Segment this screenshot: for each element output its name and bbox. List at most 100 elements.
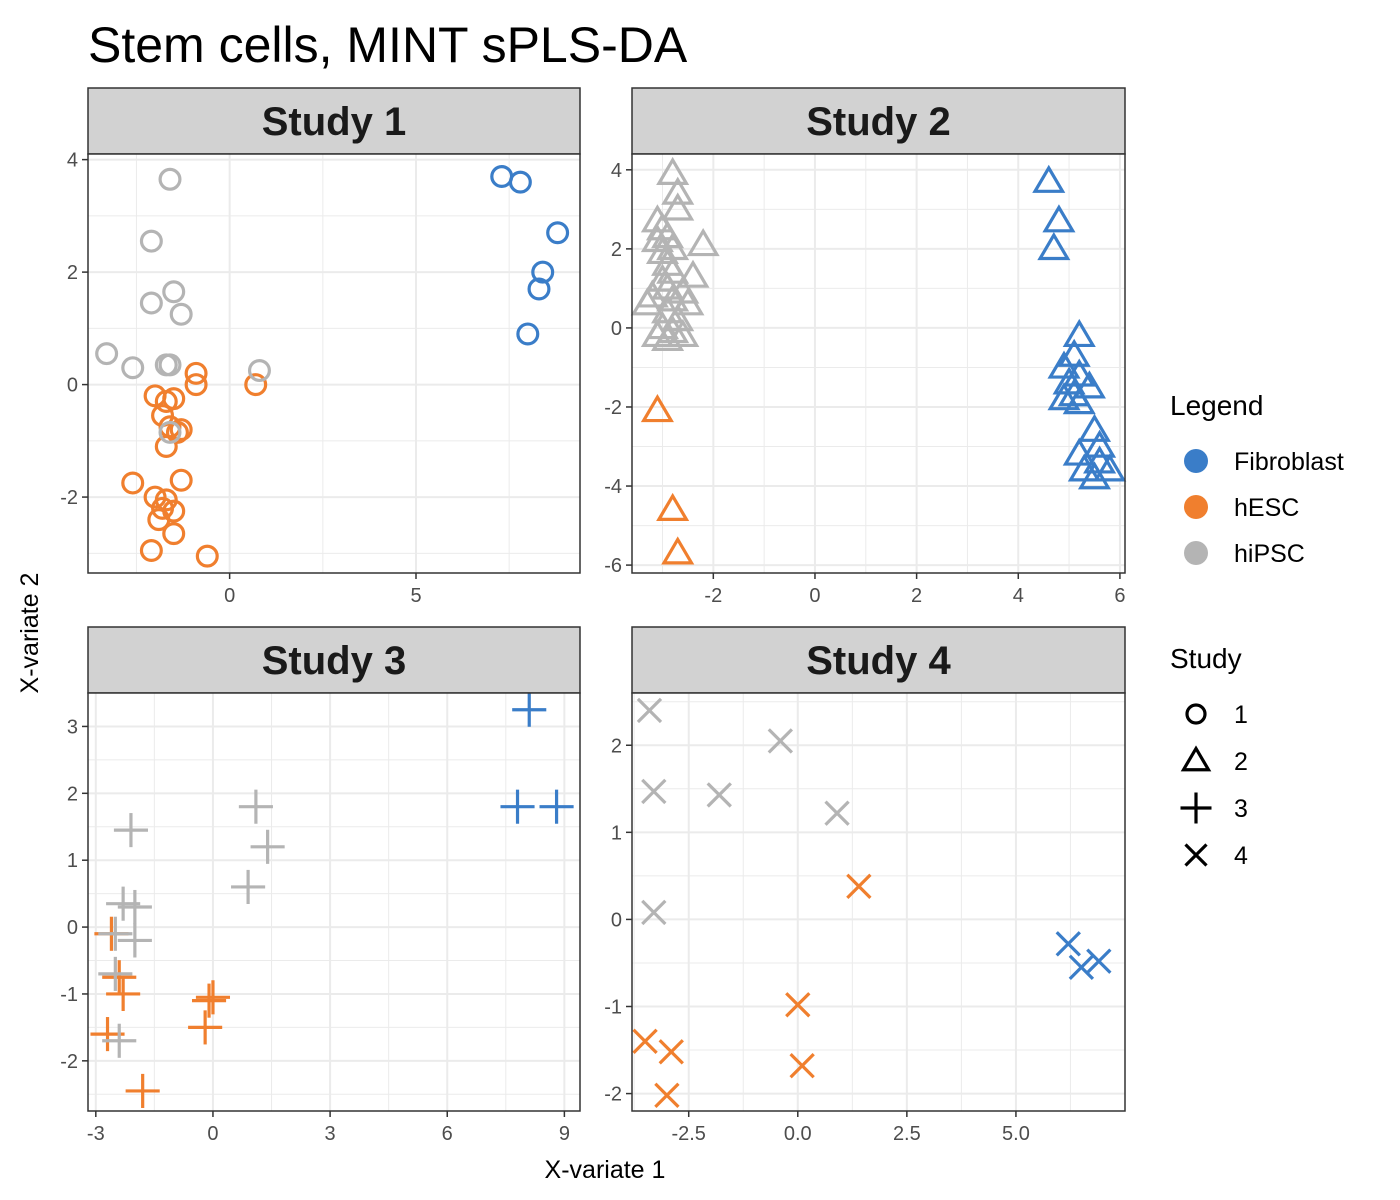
point-fibroblast: [546, 221, 570, 245]
legend-shape-triangle: [1180, 745, 1212, 772]
point-fibroblast: [539, 789, 574, 824]
x-tick-label: 9: [559, 1123, 570, 1145]
point-hipsc: [121, 356, 145, 380]
point-hipsc: [630, 287, 664, 316]
point-fibroblast: [531, 260, 555, 284]
x-tick-label: 6: [442, 1123, 453, 1145]
legends: Legend Fibroblast hESC hiPSC Study 1 2 3 4: [1170, 390, 1344, 870]
shape-legend: Study 1 2 3 4: [1170, 643, 1248, 870]
point-fibroblast: [516, 322, 540, 346]
point-hipsc: [676, 259, 710, 288]
point-hesc: [165, 420, 189, 444]
shape-legend-title: Study: [1170, 643, 1242, 674]
point-hipsc: [139, 229, 163, 253]
x-tick-label: 0: [224, 585, 235, 607]
point-hipsc: [824, 800, 850, 826]
point-fibroblast: [512, 692, 547, 727]
point-hesc: [154, 434, 178, 458]
panel-plot-area: [632, 154, 1125, 573]
point-hesc: [147, 508, 171, 532]
panel-title: Study 4: [806, 639, 951, 683]
panel-strip: [87, 87, 581, 155]
point-hipsc: [247, 359, 271, 383]
point-fibroblast: [508, 170, 532, 194]
legend-label-study-3: 3: [1234, 795, 1248, 823]
point-hesc: [169, 418, 193, 442]
point-hipsc: [666, 318, 700, 348]
panel-study-2: Study 2 -2 0 2 4 6 -6 -4 -2 0 2 4: [604, 87, 1127, 607]
point-hipsc: [636, 697, 663, 724]
y-tick-label: 2: [67, 262, 78, 284]
point-hipsc: [651, 322, 685, 352]
point-hipsc: [250, 829, 285, 864]
panel-frame: [87, 692, 581, 1112]
point-hipsc: [641, 899, 667, 926]
chart-title: Stem cells, MINT sPLS-DA: [88, 17, 688, 73]
y-tick-label: 0: [611, 909, 622, 931]
point-hipsc: [102, 1023, 137, 1058]
point-hesc: [184, 373, 208, 397]
point-fibroblast: [1037, 231, 1071, 261]
point-hesc: [640, 394, 674, 423]
y-tick-label: 0: [67, 917, 78, 939]
y-tick-label: 2: [611, 735, 622, 757]
y-axis-label: X-variate 2: [16, 573, 44, 694]
point-hesc: [632, 1028, 658, 1055]
point-fibroblast: [1042, 204, 1076, 233]
legend-swatch-hesc: [1184, 495, 1208, 519]
axes: -3 0 3 6 9 -2 -1 0 1 2 3: [60, 716, 570, 1145]
point-hesc: [846, 873, 872, 900]
point-hesc: [195, 980, 231, 1015]
x-tick-label: 6: [1114, 585, 1125, 607]
y-tick-label: -1: [604, 997, 622, 1019]
point-hesc: [654, 1082, 680, 1109]
data-points: [90, 692, 574, 1108]
x-tick-label: 5.0: [1002, 1123, 1030, 1145]
legend-shape-cross: [1184, 843, 1208, 867]
point-hesc: [121, 471, 145, 495]
point-hipsc: [95, 342, 119, 366]
panel-title: Study 2: [806, 100, 950, 144]
point-hipsc: [158, 420, 182, 444]
point-hesc: [195, 544, 219, 568]
point-hesc: [191, 983, 227, 1018]
gridlines: [88, 154, 580, 573]
point-fibroblast: [1055, 931, 1081, 957]
point-hesc: [106, 976, 141, 1012]
legend-shape-circle: [1185, 703, 1207, 725]
point-hipsc: [169, 302, 193, 326]
point-hesc: [188, 1010, 223, 1045]
point-hesc: [143, 485, 167, 509]
data-points: [632, 697, 1112, 1109]
panel-strip: [631, 87, 1126, 155]
y-tick-label: -2: [604, 397, 622, 419]
point-hipsc: [113, 813, 149, 848]
y-tick-label: -2: [604, 1084, 622, 1106]
point-fibroblast: [1072, 370, 1106, 399]
point-hipsc: [98, 916, 133, 951]
point-fibroblast: [1093, 453, 1127, 482]
point-fibroblast: [1062, 318, 1096, 348]
point-hipsc: [158, 167, 182, 191]
legend-label-study-4: 4: [1234, 842, 1248, 870]
point-hipsc: [671, 287, 705, 316]
data-points: [630, 156, 1127, 565]
panel-plot-area: [632, 693, 1125, 1111]
y-tick-label: -4: [604, 476, 622, 498]
point-hipsc: [661, 176, 695, 205]
y-tick-label: -2: [60, 1051, 78, 1073]
legend-swatch-fibroblast: [1184, 449, 1208, 473]
axes: -2.5 0.0 2.5 5.0 -2 -1 0 1 2: [604, 735, 1030, 1145]
point-hesc: [151, 496, 175, 520]
panel-frame: [631, 692, 1126, 1112]
x-axis-label: X-variate 1: [545, 1156, 666, 1184]
point-hesc: [139, 539, 163, 563]
legend-label-hipsc: hiPSC: [1234, 540, 1305, 568]
y-tick-label: -6: [604, 555, 622, 577]
x-tick-label: 0: [809, 585, 820, 607]
panel-study-4: Study 4 -2.5 0.0 2.5 5.0 -2 -1 0 1 2: [604, 626, 1126, 1145]
y-tick-label: 4: [611, 160, 622, 182]
y-tick-label: -2: [60, 487, 78, 509]
